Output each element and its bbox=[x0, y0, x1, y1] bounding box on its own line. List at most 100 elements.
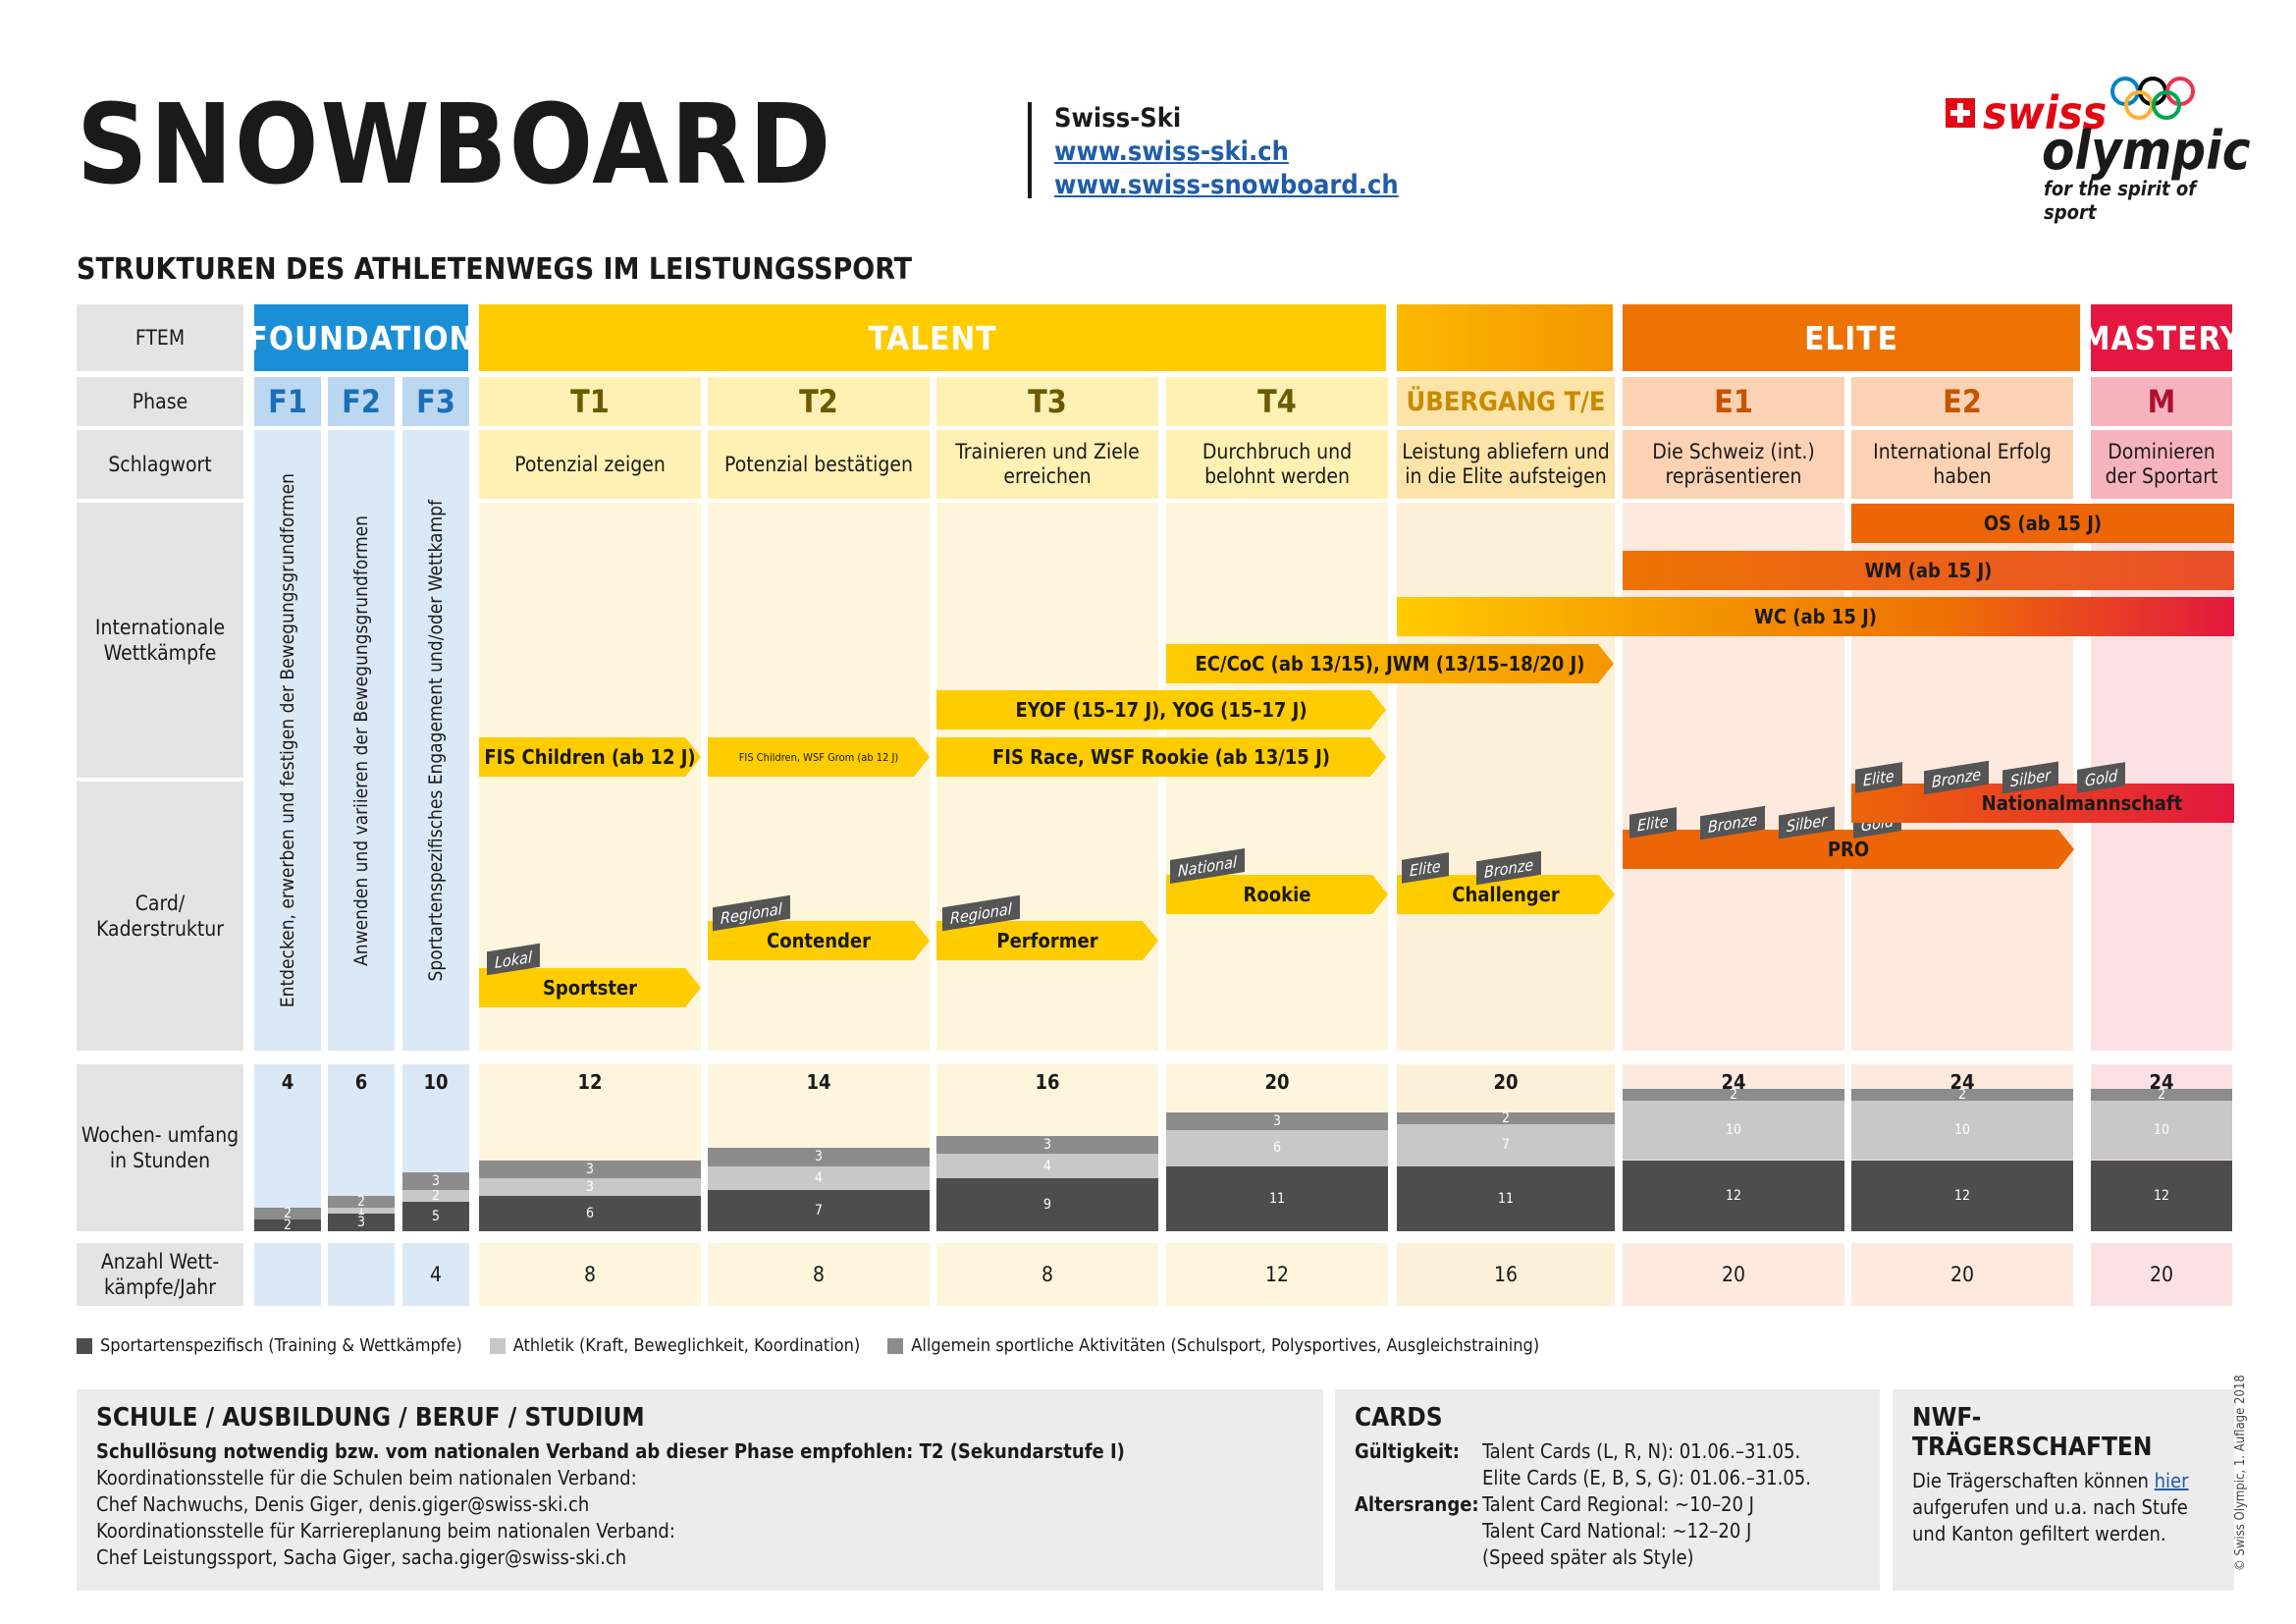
competitions-count: 16 bbox=[1493, 1263, 1519, 1286]
swiss-snowboard-link[interactable]: www.swiss-snowboard.ch bbox=[1054, 170, 1399, 200]
swiss-olympic-logo: swiss olympic for the spirit of sport bbox=[1924, 69, 2251, 224]
card-performer: Performer bbox=[936, 921, 1158, 960]
card-nationalmannschaft: Nationalmannschaft bbox=[1851, 784, 2234, 823]
competition-fis-children-grom: FIS Children, WSF Grom (ab 12 J) bbox=[708, 737, 930, 777]
hours-bar-general: 3 bbox=[1166, 1112, 1388, 1131]
hours-total: 16 bbox=[1035, 1070, 1060, 1094]
foundation-f2-description: Anwenden und variieren der Bewegungsgrun… bbox=[350, 514, 372, 966]
keyword-e2: International Erfolg haben bbox=[1851, 430, 2073, 499]
hours-bar-general: 2 bbox=[328, 1194, 395, 1210]
column-background bbox=[328, 430, 395, 503]
hours-bar-specific: 11 bbox=[1166, 1165, 1388, 1231]
competition-fis-race: FIS Race, WSF Rookie (ab 13/15 J) bbox=[936, 737, 1386, 777]
logo-tagline: for the spirit of sport bbox=[2044, 177, 2197, 224]
column-background bbox=[708, 503, 930, 1051]
card-challenger: Challenger bbox=[1397, 875, 1615, 914]
hours-bar-athletic: 4 bbox=[708, 1165, 930, 1190]
page-title: SNOWBOARD bbox=[77, 81, 833, 209]
ftem-foundation: FOUNDATION bbox=[248, 304, 473, 371]
ftem-talent: TALENT bbox=[479, 304, 1386, 371]
hours-bar-athletic: 10 bbox=[2091, 1101, 2232, 1161]
legend-item-athletic: Athletik (Kraft, Beweglichkeit, Koordina… bbox=[489, 1335, 860, 1356]
cards-validity-2: Elite Cards (E, B, S, G): 01.06.–31.05. bbox=[1482, 1466, 1811, 1489]
hours-bar-athletic: 10 bbox=[1623, 1101, 1844, 1161]
competition-fis-children: FIS Children (ab 12 J) bbox=[479, 737, 701, 777]
ftem-transition bbox=[1397, 304, 1613, 371]
organization-name: Swiss-Ski bbox=[1054, 103, 1182, 134]
hours-bar-specific: 12 bbox=[2091, 1160, 2232, 1231]
competitions-count: 8 bbox=[1041, 1263, 1054, 1286]
hours-bar-specific: 12 bbox=[1851, 1160, 2073, 1231]
column-background bbox=[1166, 503, 1388, 1051]
school-line-2: Chef Nachwuchs, Denis Giger, denis.giger… bbox=[96, 1492, 590, 1516]
phase-t4: T4 bbox=[1166, 377, 1388, 426]
nwf-title: NWF-TRÄGERSCHAFTEN bbox=[1912, 1403, 2153, 1462]
competition-ec-jwm: EC/CoC (ab 13/15), JWM (13/15–18/20 J) bbox=[1166, 644, 1614, 683]
school-box: SCHULE / AUSBILDUNG / BERUF / STUDIUM Sc… bbox=[77, 1389, 1323, 1591]
hours-total: 14 bbox=[806, 1070, 831, 1094]
competition-wm: WM (ab 15 J) bbox=[1623, 551, 2234, 590]
hours-total: 6 bbox=[354, 1070, 368, 1094]
cards-age-label: Altersrange: bbox=[1355, 1492, 1479, 1516]
school-line-4: Chef Leistungssport, Sacha Giger, sacha.… bbox=[96, 1545, 627, 1569]
column-background bbox=[936, 503, 1158, 1051]
phase-m: M bbox=[2091, 377, 2232, 426]
column-background bbox=[1397, 1243, 1615, 1306]
swiss-cross-icon bbox=[1946, 98, 1975, 128]
hours-bar-athletic: 4 bbox=[936, 1154, 1158, 1178]
column-background bbox=[1166, 1243, 1388, 1306]
ftem-elite: ELITE bbox=[1623, 304, 2080, 371]
phase-f1: F1 bbox=[254, 377, 321, 426]
copyright: © Swiss Olympic, 1. Auflage 2018 bbox=[2233, 1375, 2248, 1571]
page-subtitle: STRUKTUREN DES ATHLETENWEGS IM LEISTUNGS… bbox=[77, 252, 913, 287]
cards-validity-label: Gültigkeit: bbox=[1355, 1439, 1460, 1463]
column-background bbox=[1623, 503, 1844, 1051]
column-background bbox=[1851, 1243, 2073, 1306]
column-background bbox=[402, 1243, 469, 1306]
hours-bar-athletic: 3 bbox=[479, 1177, 701, 1196]
column-background bbox=[1623, 1243, 1844, 1306]
nwf-link[interactable]: hier bbox=[2154, 1469, 2189, 1492]
competitions-count bbox=[254, 1243, 321, 1306]
column-background bbox=[402, 503, 469, 1051]
foundation-f3-description: Sportartenspezifisches Engagement und/od… bbox=[425, 499, 447, 982]
competition-eyof-yog: EYOF (15–17 J), YOG (15–17 J) bbox=[936, 690, 1386, 730]
school-line-3: Koordinationsstelle für Karriereplanung … bbox=[96, 1519, 675, 1543]
column-background bbox=[936, 1243, 1158, 1306]
legend-item-specific: Sportartenspezifisch (Training & Wettkäm… bbox=[77, 1335, 462, 1356]
foundation-f1-description: Entdecken, erwerben und festigen der Bew… bbox=[277, 472, 298, 1008]
column-background bbox=[402, 430, 469, 503]
phase-t1: T1 bbox=[479, 377, 701, 426]
keyword-t4: Durchbruch und belohnt werden bbox=[1166, 430, 1388, 499]
column-background bbox=[2091, 1243, 2232, 1306]
hours-bar-specific: 12 bbox=[1623, 1160, 1844, 1231]
card-contender: Contender bbox=[708, 921, 930, 960]
hours-bar-specific: 5 bbox=[402, 1201, 469, 1231]
phase-e2: E2 bbox=[1851, 377, 2073, 426]
phase-f2: F2 bbox=[328, 377, 395, 426]
card-rookie: Rookie bbox=[1166, 875, 1388, 914]
phase--bergang-t-e: ÜBERGANG T/E bbox=[1397, 377, 1615, 426]
hours-bar-general: 2 bbox=[1397, 1110, 1615, 1126]
organization-info: Swiss-Ski www.swiss-ski.ch www.swiss-sno… bbox=[1054, 102, 1399, 202]
keyword-t1: Potenzial zeigen bbox=[479, 430, 701, 499]
hours-total: 20 bbox=[1264, 1070, 1290, 1094]
hours-bar-athletic: 10 bbox=[1851, 1101, 2073, 1161]
competitions-count: 12 bbox=[1264, 1263, 1290, 1286]
hours-legend: Sportartenspezifisch (Training & Wettkäm… bbox=[77, 1335, 1567, 1356]
hours-bar-specific: 11 bbox=[1397, 1165, 1615, 1231]
competition-os: OS (ab 15 J) bbox=[1851, 504, 2234, 543]
competitions-count: 8 bbox=[812, 1263, 826, 1286]
row-label-ftem: FTEM bbox=[77, 304, 243, 371]
hours-bar-general: 3 bbox=[708, 1148, 930, 1166]
column-background bbox=[1397, 503, 1615, 1051]
cards-title: CARDS bbox=[1355, 1403, 1443, 1433]
competition-wc: WC (ab 15 J) bbox=[1397, 597, 2234, 636]
school-title: SCHULE / AUSBILDUNG / BERUF / STUDIUM bbox=[96, 1403, 645, 1433]
card-pro: PRO bbox=[1623, 830, 2074, 869]
competitions-count: 20 bbox=[1721, 1263, 1746, 1286]
swiss-ski-link[interactable]: www.swiss-ski.ch bbox=[1054, 136, 1289, 167]
hours-bar-athletic: 6 bbox=[1166, 1130, 1388, 1166]
phase-f3: F3 bbox=[402, 377, 469, 426]
phase-t2: T2 bbox=[708, 377, 930, 426]
